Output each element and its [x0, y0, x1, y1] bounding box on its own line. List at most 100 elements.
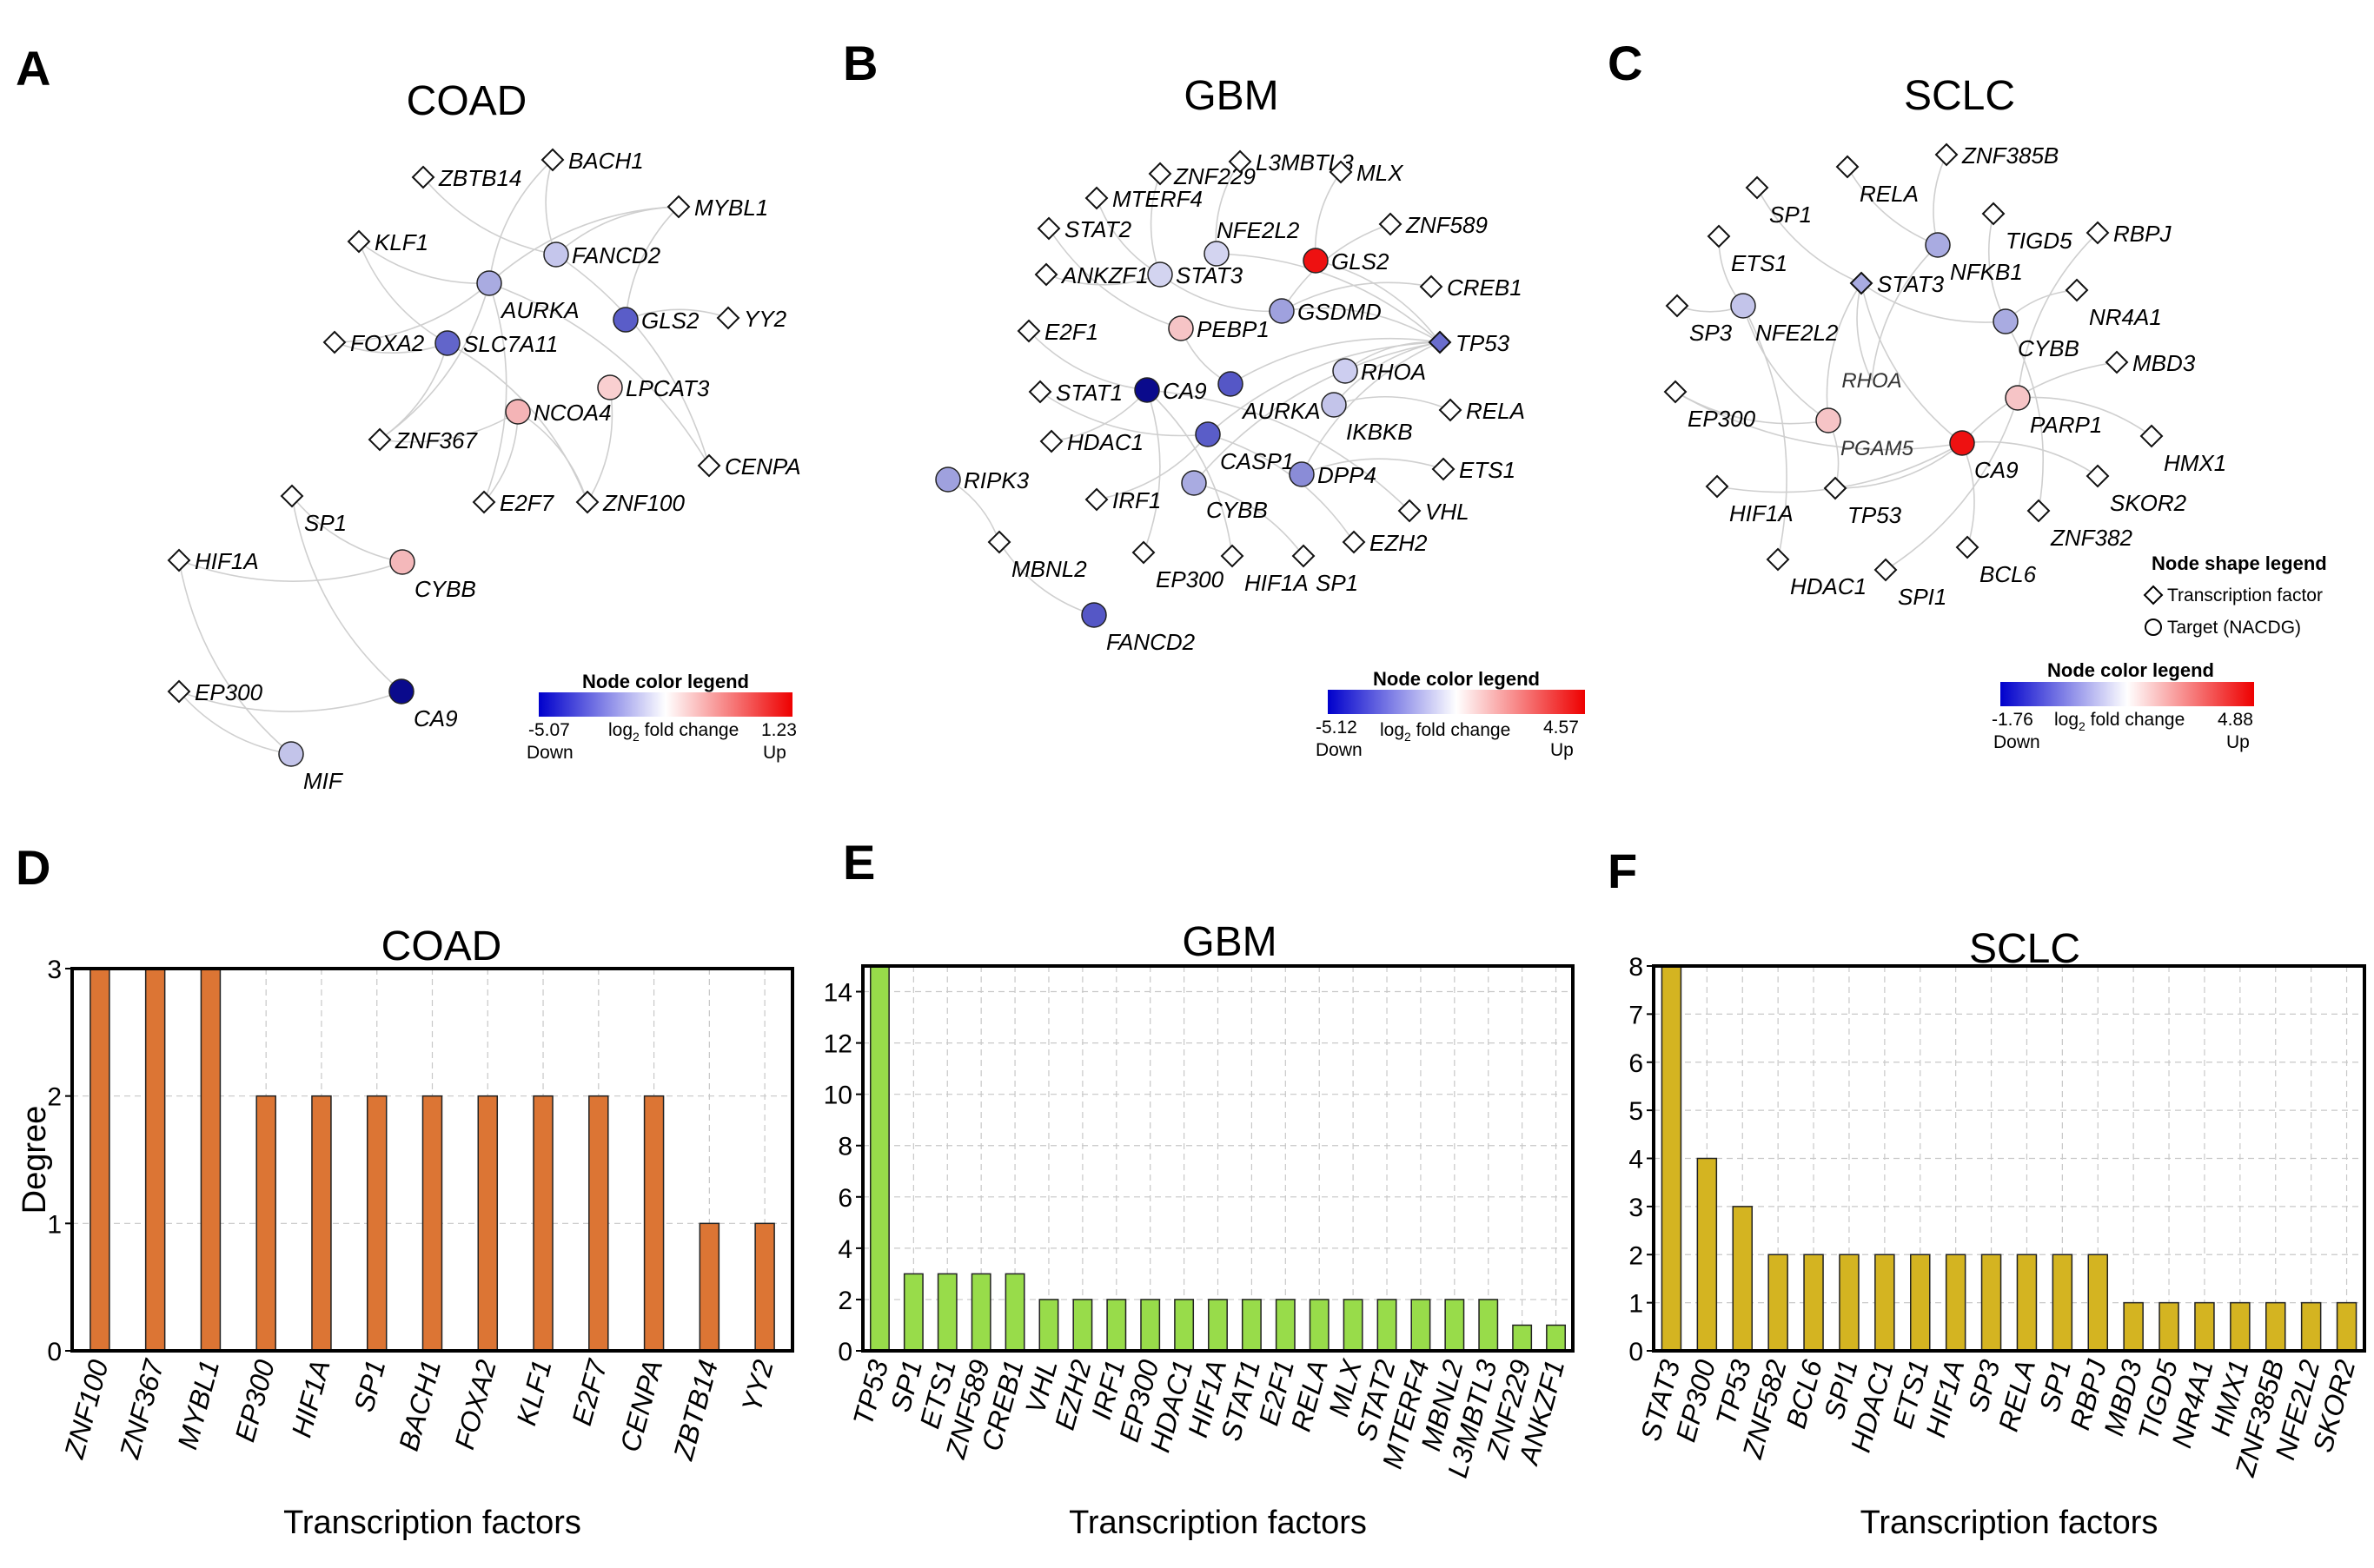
bar-foxa2[interactable]	[477, 1095, 499, 1352]
bar-rbpj[interactable]	[2087, 1254, 2108, 1352]
bar-stat1[interactable]	[1241, 1299, 1262, 1352]
bar-klf1[interactable]	[533, 1095, 554, 1352]
node-vhl[interactable]: VHL	[1397, 499, 1469, 525]
node-nr4a1[interactable]: NR4A1	[2065, 278, 2162, 330]
bar-creb1[interactable]	[1005, 1273, 1025, 1352]
bar-ep300[interactable]	[255, 1095, 276, 1352]
node-mbd3[interactable]: MBD3	[2105, 350, 2196, 376]
bar-irf1[interactable]	[1106, 1299, 1127, 1352]
bar-tp53[interactable]	[870, 965, 890, 1352]
node-aurka[interactable]: AURKA	[1217, 371, 1321, 424]
bar-hdac1[interactable]	[1174, 1299, 1195, 1352]
node-pgam5[interactable]: PGAM5	[1815, 407, 1914, 460]
bar-nr4a1[interactable]	[2194, 1301, 2215, 1352]
bar-hif1a[interactable]	[1945, 1254, 1966, 1352]
node-nfe2l2[interactable]: NFE2L2	[1204, 217, 1300, 267]
node-yy2[interactable]: YY2	[716, 306, 787, 332]
node-ca9[interactable]: CA9	[1134, 377, 1207, 404]
node-ep300[interactable]: EP300	[167, 679, 263, 705]
node-cenpa[interactable]: CENPA	[697, 453, 801, 480]
node-lpcat3[interactable]: LPCAT3	[597, 374, 710, 401]
node-hif1a[interactable]: HIF1A	[1705, 474, 1794, 526]
node-mybl1[interactable]: MYBL1	[666, 195, 768, 221]
node-cybb[interactable]: CYBB	[1993, 308, 2079, 361]
node-ca9[interactable]: CA9	[388, 678, 458, 731]
node-nfe2l2[interactable]: NFE2L2	[1730, 293, 1839, 346]
node-stat1[interactable]: STAT1	[1028, 380, 1123, 406]
node-bcl6[interactable]: BCL6	[1955, 535, 2037, 587]
bar-yy2[interactable]	[754, 1222, 775, 1352]
node-aurka[interactable]: AURKA	[476, 270, 580, 323]
node-gls2[interactable]: GLS2	[1303, 248, 1389, 275]
bar-hmx1[interactable]	[2230, 1301, 2251, 1352]
bar-ep300[interactable]	[1140, 1299, 1161, 1352]
node-mlx[interactable]: MLX	[1329, 160, 1404, 186]
bar-ets1[interactable]	[1910, 1254, 1931, 1352]
bar-nfe2l2[interactable]	[2300, 1301, 2322, 1352]
node-nfkb1[interactable]: NFKB1	[1925, 232, 2023, 285]
node-tp53[interactable]: TP53	[1823, 476, 1902, 528]
node-stat3[interactable]: STAT3	[1147, 261, 1243, 288]
node-hmx1[interactable]: HMX1	[2139, 424, 2226, 476]
node-ep300[interactable]: EP300	[1131, 540, 1224, 592]
node-mif[interactable]: MIF	[278, 741, 344, 794]
node-cybb[interactable]: CYBB	[389, 549, 476, 602]
bar-rela[interactable]	[2016, 1254, 2038, 1352]
node-skor2[interactable]: SKOR2	[2086, 464, 2187, 516]
node-rhoa[interactable]: RHOA	[1332, 358, 1426, 385]
node-e2f7[interactable]: E2F7	[472, 490, 555, 516]
node-ripk3[interactable]: RIPK3	[935, 466, 1030, 493]
node-hdac1[interactable]: HDAC1	[1039, 429, 1144, 455]
bar-ankzf1[interactable]	[1546, 1324, 1566, 1352]
node-sp3[interactable]: SP3	[1665, 294, 1733, 346]
node-gls2[interactable]: GLS2	[613, 307, 700, 334]
bar-vhl[interactable]	[1038, 1299, 1059, 1352]
node-cybb[interactable]: CYBB	[1181, 470, 1268, 523]
bar-hif1a[interactable]	[1208, 1299, 1228, 1352]
bar-znf582[interactable]	[1767, 1254, 1788, 1352]
node-rela[interactable]: RELA	[1835, 155, 1919, 207]
node-ca9[interactable]: CA9	[1949, 430, 2019, 483]
node-mterf4[interactable]: MTERF4	[1084, 186, 1203, 212]
bar-znf100[interactable]	[90, 968, 110, 1352]
bar-mbnl2[interactable]	[1444, 1299, 1465, 1352]
node-znf367[interactable]: ZNF367	[368, 427, 478, 453]
node-klf1[interactable]: KLF1	[347, 229, 428, 255]
bar-e2f7[interactable]	[588, 1095, 609, 1352]
node-stat3[interactable]: STAT3	[1849, 271, 1945, 297]
node-hdac1[interactable]: HDAC1	[1766, 547, 1867, 599]
node-dpp4[interactable]: DPP4	[1289, 461, 1376, 488]
node-ezh2[interactable]: EZH2	[1342, 530, 1428, 556]
node-ncoa4[interactable]: NCOA4	[505, 399, 612, 426]
node-mbnl2[interactable]: MBNL2	[987, 530, 1087, 582]
bar-tigd5[interactable]	[2158, 1301, 2179, 1352]
node-fancd2[interactable]: FANCD2	[543, 241, 661, 268]
node-spi1[interactable]: SPI1	[1873, 558, 1946, 610]
bar-znf385b[interactable]	[2265, 1301, 2286, 1352]
bar-bach1[interactable]	[421, 1095, 443, 1352]
bar-skor2[interactable]	[2336, 1301, 2357, 1352]
node-znf385b[interactable]: ZNF385B	[1934, 142, 2059, 169]
node-foxa2[interactable]: FOXA2	[322, 330, 425, 356]
bar-bcl6[interactable]	[1803, 1254, 1824, 1352]
node-zbtb14[interactable]: ZBTB14	[411, 165, 521, 191]
node-hif1a[interactable]: HIF1A	[1220, 544, 1309, 596]
node-rela[interactable]: RELA	[1438, 398, 1525, 424]
node-slc7a11[interactable]: SLC7A11	[434, 330, 558, 357]
bar-znf229[interactable]	[1512, 1324, 1533, 1352]
node-bach1[interactable]: BACH1	[540, 148, 644, 174]
bar-znf367[interactable]	[144, 968, 166, 1352]
node-sp1[interactable]: SP1	[280, 484, 347, 536]
bar-cenpa[interactable]	[643, 1095, 665, 1352]
bar-mbd3[interactable]	[2123, 1301, 2144, 1352]
node-hif1a[interactable]: HIF1A	[167, 548, 259, 574]
node-stat2[interactable]: STAT2	[1037, 216, 1132, 242]
node-ets1[interactable]: ETS1	[1431, 457, 1515, 483]
bar-spi1[interactable]	[1839, 1254, 1860, 1352]
bar-sp1[interactable]	[366, 1095, 388, 1352]
node-irf1[interactable]: IRF1	[1084, 487, 1161, 513]
node-tp53[interactable]: TP53	[1428, 330, 1510, 356]
node-e2f1[interactable]: E2F1	[1017, 319, 1098, 345]
bar-mterf4[interactable]	[1410, 1299, 1431, 1352]
bar-tp53[interactable]	[1732, 1206, 1753, 1352]
